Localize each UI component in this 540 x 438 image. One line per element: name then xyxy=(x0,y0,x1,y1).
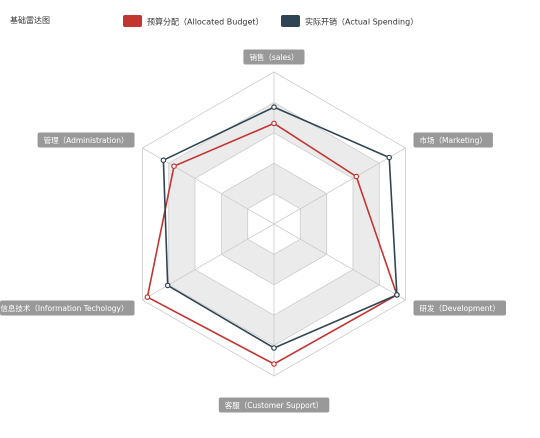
axis-label-text-1: 市场（Marketing） xyxy=(420,135,487,145)
series-1-point-5[interactable] xyxy=(160,157,167,164)
legend-swatch-0[interactable] xyxy=(123,15,142,27)
axis-label-bg-1 xyxy=(413,132,493,148)
series-0-point-3[interactable] xyxy=(271,361,277,367)
axis-label-3: 客服（Customer Support） xyxy=(218,397,330,413)
chart-title: 基础雷达图 xyxy=(10,15,50,25)
axis-label-5: 管理（Administration） xyxy=(37,132,135,148)
series-0-point-5[interactable] xyxy=(171,163,177,170)
axis-label-0: 销售（sales） xyxy=(243,49,305,65)
axis-label-bg-2 xyxy=(413,300,506,316)
series-1-point-0[interactable] xyxy=(271,104,277,110)
axis-label-text-2: 研发（Development） xyxy=(420,303,501,313)
axis-label-text-4: 信息技术（Information Techology） xyxy=(0,303,128,313)
series-0-point-4[interactable] xyxy=(144,294,151,300)
axis-label-1: 市场（Marketing） xyxy=(413,132,493,148)
series-1-point-3[interactable] xyxy=(271,345,277,351)
axis-label-4: 信息技术（Information Techology） xyxy=(0,300,135,316)
series-0-point-0[interactable] xyxy=(271,120,277,127)
axis-label-bg-4 xyxy=(0,300,135,316)
radar-grid xyxy=(141,71,407,377)
legend-label-1[interactable]: 实际开销（Actual Spending） xyxy=(305,17,418,27)
axis-label-bg-5 xyxy=(37,132,135,148)
series-1-point-1[interactable] xyxy=(386,154,393,161)
axis-label-text-0: 销售（sales） xyxy=(249,52,298,62)
radar-series xyxy=(144,104,400,367)
axis-label-bg-3 xyxy=(218,397,330,413)
axis-label-text-5: 管理（Administration） xyxy=(44,135,129,145)
legend-swatch-1[interactable] xyxy=(281,15,300,27)
series-1-point-2[interactable] xyxy=(394,292,400,298)
radar-axis-line-1 xyxy=(273,147,406,225)
radar-axis-line-4 xyxy=(142,223,275,301)
series-0-point-1[interactable] xyxy=(353,173,360,180)
radar-axis-line-2 xyxy=(273,223,406,301)
axis-label-text-3: 客服（Customer Support） xyxy=(225,400,323,410)
series-1 xyxy=(160,104,400,351)
legend-label-0[interactable]: 预算分配（Allocated Budget） xyxy=(147,17,264,27)
radar-axis-labels: 销售（sales） 市场（Marketing） 研发（Development） 客服（… xyxy=(0,49,506,413)
axis-label-2: 研发（Development） xyxy=(413,300,506,316)
legend: 预算分配（Allocated Budget） 实际开销（Actual Spendi… xyxy=(123,15,418,27)
series-1-point-4[interactable] xyxy=(164,282,171,289)
axis-label-bg-0 xyxy=(243,49,305,65)
